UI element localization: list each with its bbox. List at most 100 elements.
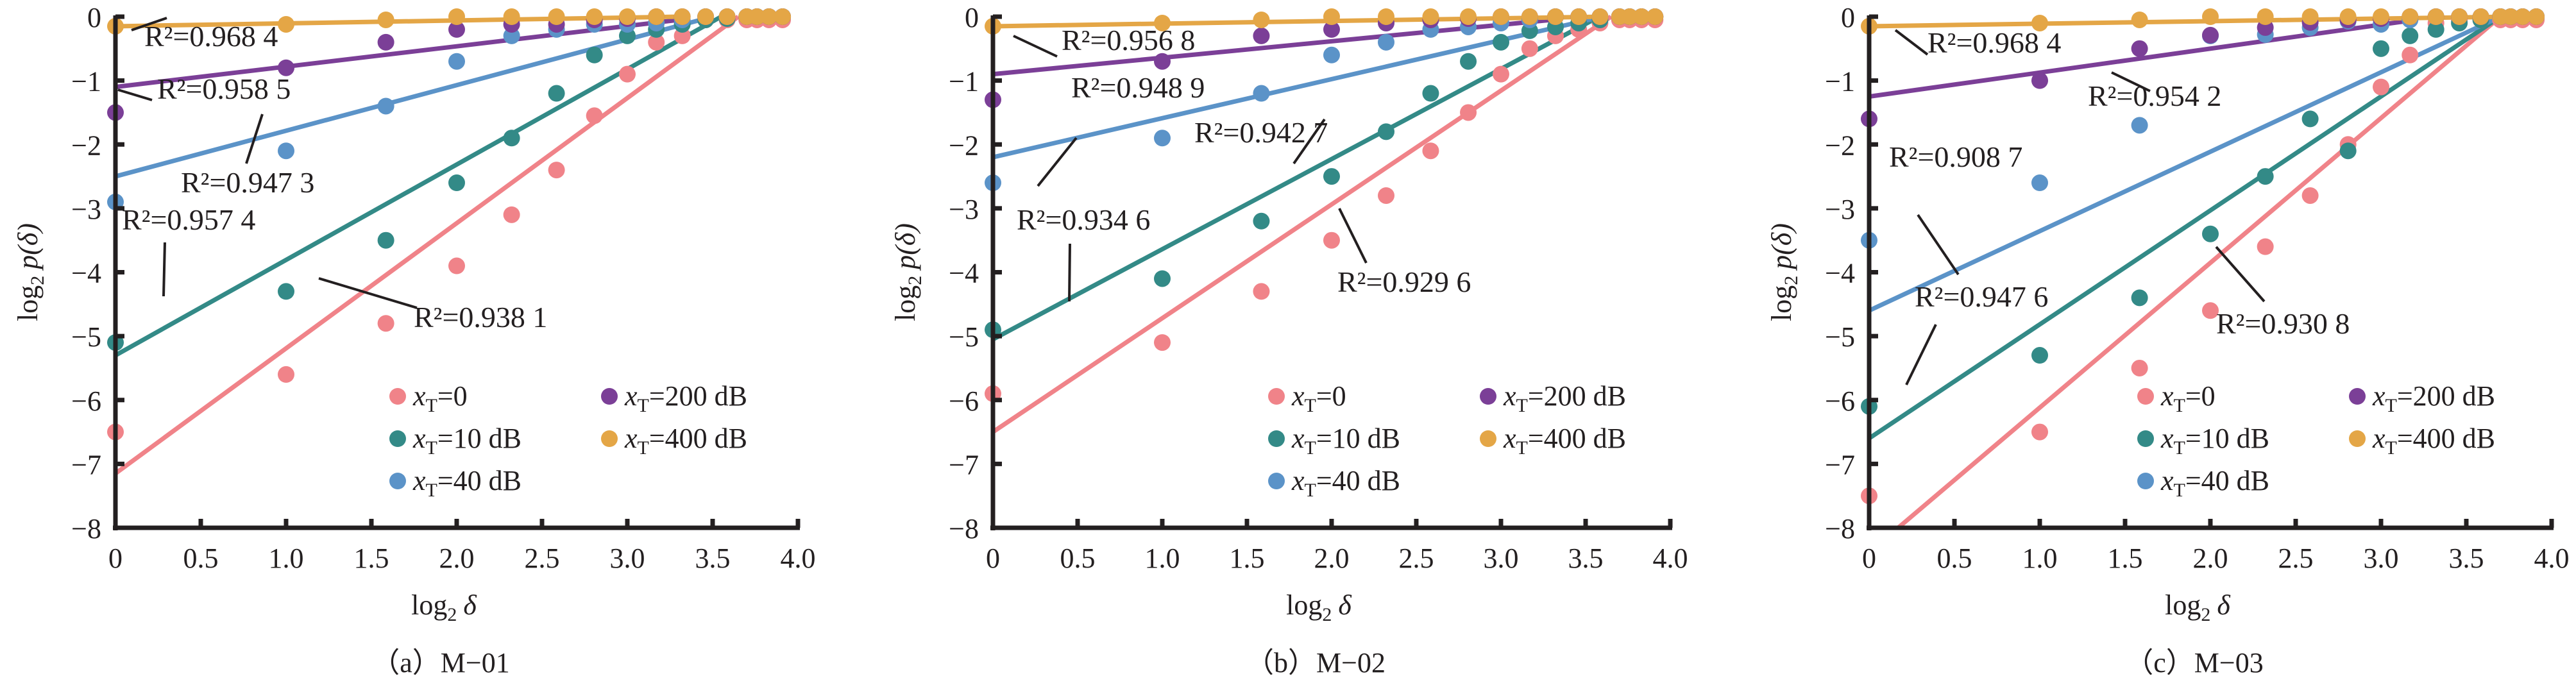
- y-tick-label: −1: [949, 66, 979, 97]
- data-point: [2031, 347, 2048, 364]
- legend-marker: [1268, 430, 1285, 447]
- data-point: [674, 27, 691, 44]
- legend-marker: [1480, 430, 1496, 447]
- data-point: [377, 232, 394, 249]
- legend-value: =0: [2185, 380, 2216, 412]
- data-point: [1422, 8, 1439, 25]
- r-squared-label: R²=0.968 4: [1928, 26, 2061, 59]
- y-axis-title-var: p(δ): [1766, 223, 1797, 271]
- r-squared-label: R²=0.948 9: [1071, 71, 1205, 104]
- data-point: [377, 33, 394, 51]
- data-point: [448, 257, 465, 274]
- legend-value: =400 dB: [649, 423, 747, 454]
- legend-sub: T: [2385, 437, 2397, 459]
- r-squared-label: R²=0.957 4: [122, 203, 255, 236]
- data-point: [448, 21, 465, 38]
- data-point: [448, 174, 465, 192]
- y-tick-label: −4: [949, 258, 979, 289]
- data-point: [586, 46, 603, 63]
- data-point: [2427, 21, 2445, 38]
- data-point: [1422, 142, 1439, 160]
- legend-marker: [1268, 388, 1285, 405]
- annotation-leader: [318, 277, 418, 309]
- data-point: [503, 130, 520, 147]
- legend-sub: T: [426, 437, 437, 459]
- annotation-leader: [1037, 137, 1078, 187]
- data-point: [1591, 8, 1609, 25]
- x-tick-label: 3.5: [695, 543, 731, 574]
- data-point: [2131, 11, 2148, 28]
- legend-entry: xT=40 dB: [2160, 465, 2269, 501]
- legend-value: =40 dB: [2185, 465, 2269, 496]
- r-squared-label: R²=0.929 6: [1337, 266, 1471, 298]
- data-point: [2402, 27, 2419, 44]
- data-point: [548, 162, 565, 179]
- data-point: [2257, 238, 2274, 255]
- legend-entry: xT=0: [1291, 380, 1346, 416]
- y-tick-label: 0: [1841, 2, 1855, 33]
- data-point: [2472, 8, 2489, 25]
- annotation-leader: [1013, 35, 1058, 58]
- data-point: [278, 142, 294, 160]
- x-tick-label: 1.5: [1230, 543, 1265, 574]
- data-point: [503, 206, 520, 223]
- x-axis-title-sub: 2: [1322, 604, 1332, 625]
- x-axis-title-var: δ: [463, 589, 477, 621]
- x-tick-label: 2.0: [2193, 543, 2228, 574]
- legend-value: =10 dB: [2185, 423, 2269, 454]
- legend-value: =0: [1316, 380, 1346, 412]
- y-tick-label: −4: [1825, 258, 1855, 289]
- panel-caption: （b）M−02: [1246, 647, 1385, 679]
- legend-sub: T: [426, 395, 437, 416]
- data-point: [2257, 168, 2274, 185]
- legend-var: x: [624, 380, 638, 412]
- legend-sub: T: [426, 480, 437, 501]
- legend-entry: xT=10 dB: [1291, 423, 1400, 459]
- data-point: [2031, 174, 2048, 192]
- y-axis-title: log2 p(δ): [890, 223, 926, 321]
- y-tick-label: −6: [1825, 385, 1855, 417]
- x-tick-label: 1.0: [1145, 543, 1180, 574]
- legend-sub: T: [2174, 437, 2185, 459]
- annotation-leader: [1068, 243, 1071, 302]
- legend-var: x: [412, 380, 426, 412]
- data-point: [2514, 8, 2531, 25]
- y-tick-label: −8: [949, 513, 979, 544]
- r-squared-label: R²=0.956 8: [1062, 24, 1195, 56]
- x-tick-label: 0: [986, 543, 1000, 574]
- annotation-leader: [1905, 324, 1937, 385]
- annotation-leader: [2215, 246, 2266, 303]
- x-axis-title-log: log: [1286, 589, 1322, 621]
- y-axis-title-sub: 2: [904, 276, 926, 285]
- y-tick-label: −6: [71, 385, 101, 417]
- data-point: [1323, 168, 1340, 185]
- x-tick-label: 1.5: [2108, 543, 2143, 574]
- legend-marker: [389, 430, 406, 447]
- data-point: [2427, 8, 2445, 25]
- data-point: [1154, 334, 1171, 351]
- data-point: [774, 8, 792, 25]
- y-axis-title: log2 p(δ): [1766, 223, 1802, 321]
- legend-entry: xT=10 dB: [2160, 423, 2269, 459]
- data-point: [2202, 8, 2219, 25]
- annotation-leader: [131, 17, 167, 31]
- data-point: [1493, 33, 1509, 51]
- y-tick-label: −5: [949, 321, 979, 353]
- legend-entry: xT=200 dB: [1503, 380, 1626, 416]
- data-point: [1378, 33, 1395, 51]
- x-tick-label: 2.5: [2278, 543, 2314, 574]
- x-axis-title-sub: 2: [2201, 604, 2210, 625]
- y-axis-title-log: log: [890, 285, 921, 321]
- legend-value: =10 dB: [437, 423, 521, 454]
- data-point: [2373, 8, 2389, 25]
- data-point: [2202, 26, 2219, 44]
- legend-marker: [2349, 430, 2366, 447]
- data-point: [2373, 78, 2389, 96]
- annotation-leader: [2111, 71, 2151, 92]
- y-tick-label: −2: [1825, 130, 1855, 161]
- legend-entry: xT=40 dB: [412, 465, 521, 501]
- annotation-leader: [117, 89, 153, 101]
- y-tick-label: −7: [71, 449, 101, 480]
- legend-var: x: [2160, 380, 2174, 412]
